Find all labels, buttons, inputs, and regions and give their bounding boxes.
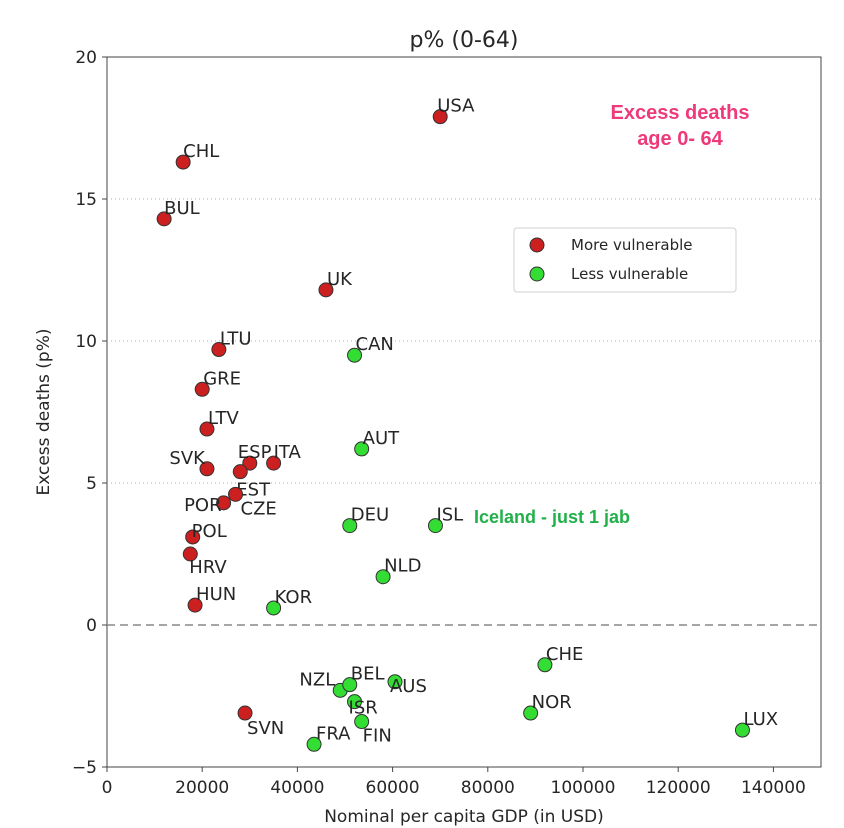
- point-label-fra: FRA: [316, 723, 351, 744]
- point-more-vulnerable-usa: [432, 109, 448, 125]
- excess-deaths-annotation: Excess deaths age 0- 64: [580, 100, 780, 152]
- point-label-aus: AUS: [390, 676, 427, 697]
- point-label-por: POR: [184, 495, 222, 516]
- y-tick-label: 5: [86, 474, 97, 494]
- y-tick-label: 15: [75, 190, 97, 210]
- point-more-vulnerable-uk: [318, 282, 334, 298]
- point-less-vulnerable-bel: [342, 677, 358, 693]
- point-more-vulnerable-por: [216, 495, 232, 511]
- point-label-hun: HUN: [196, 584, 236, 605]
- point-label-usa: USA: [437, 96, 475, 117]
- legend-marker-less-vulnerable: [529, 266, 545, 282]
- y-tick-label: 20: [75, 48, 97, 68]
- point-label-lux: LUX: [743, 709, 778, 730]
- point-more-vulnerable-svn: [237, 705, 253, 721]
- legend-box: [513, 227, 737, 293]
- iceland-annotation: Iceland - just 1 jab: [474, 507, 631, 527]
- point-label-nzl: NZL: [299, 669, 335, 690]
- point-label-cze: CZE: [241, 498, 277, 519]
- plot-frame: [106, 56, 822, 768]
- point-label-bel: BEL: [351, 664, 385, 685]
- point-less-vulnerable-nor: [523, 705, 539, 721]
- point-less-vulnerable-can: [347, 347, 363, 363]
- point-more-vulnerable-svk: [199, 461, 215, 477]
- point-label-bul: BUL: [164, 198, 200, 219]
- point-more-vulnerable-bul: [156, 211, 172, 227]
- legend: More vulnerable Less vulnerable: [513, 227, 737, 293]
- legend-marker-more-vulnerable: [529, 237, 545, 253]
- excess-deaths-line1: Excess deaths: [610, 102, 750, 124]
- point-label-can: CAN: [356, 334, 394, 355]
- point-more-vulnerable-hrv: [182, 546, 198, 562]
- point-label-fin: FIN: [363, 726, 392, 747]
- point-label-aut: AUT: [363, 428, 400, 449]
- point-less-vulnerable-kor: [266, 600, 282, 616]
- point-more-vulnerable-ltv: [199, 421, 215, 437]
- y-tick-label: −5: [72, 758, 97, 778]
- x-tick-label: 20000: [175, 778, 229, 798]
- legend-label-more-vulnerable: More vulnerable: [571, 236, 693, 254]
- point-label-hrv: HRV: [189, 557, 227, 578]
- point-more-vulnerable-hun: [187, 597, 203, 613]
- point-less-vulnerable-nld: [375, 569, 391, 585]
- point-less-vulnerable-aut: [354, 441, 370, 457]
- point-label-esp: ESP: [238, 442, 272, 463]
- y-axis-label: Excess deaths (p%): [34, 328, 54, 495]
- chart-title: p% (0-64): [410, 28, 519, 53]
- point-more-vulnerable-ltu: [211, 342, 227, 358]
- point-less-vulnerable-lux: [734, 722, 750, 738]
- point-less-vulnerable-fra: [306, 736, 322, 752]
- x-tick-label: 140000: [741, 778, 806, 798]
- point-label-ita: ITA: [274, 442, 302, 463]
- x-tick-label: 40000: [270, 778, 324, 798]
- point-less-vulnerable-che: [537, 657, 553, 673]
- point-label-chl: CHL: [183, 141, 219, 162]
- point-label-ltv: LTV: [208, 408, 240, 429]
- point-label-ltu: LTU: [220, 329, 252, 350]
- x-tick-label: 0: [102, 778, 113, 798]
- point-less-vulnerable-aus: [387, 674, 403, 690]
- excess-deaths-line2: age 0- 64: [637, 128, 723, 150]
- point-more-vulnerable-esp: [242, 455, 258, 471]
- point-label-deu: DEU: [351, 505, 389, 526]
- point-label-isl: ISL: [436, 505, 463, 526]
- point-less-vulnerable-isl: [427, 518, 443, 534]
- point-label-nor: NOR: [532, 692, 572, 713]
- point-less-vulnerable-fin: [354, 714, 370, 730]
- grid-lines: [107, 198, 821, 626]
- x-tick-label: 60000: [366, 778, 420, 798]
- point-label-svn: SVN: [247, 718, 284, 739]
- point-label-uk: UK: [327, 269, 353, 290]
- point-label-isr: ISR: [349, 698, 378, 719]
- point-more-vulnerable-ita: [266, 455, 282, 471]
- point-more-vulnerable-cze: [228, 486, 244, 502]
- axis-ticks: 0 20000 40000 60000 80000 100000 120000 140000 −…: [72, 48, 806, 798]
- y-tick-label: 10: [75, 332, 97, 352]
- x-axis-label: Nominal per capita GDP (in USD): [324, 807, 604, 827]
- y-tick-label: 0: [86, 616, 97, 636]
- point-less-vulnerable-deu: [342, 518, 358, 534]
- point-more-vulnerable-chl: [175, 154, 191, 170]
- x-tick-label: 120000: [646, 778, 711, 798]
- point-more-vulnerable-est: [232, 464, 248, 480]
- point-label-nld: NLD: [384, 556, 421, 577]
- point-label-che: CHE: [546, 644, 583, 665]
- x-tick-label: 100000: [551, 778, 616, 798]
- point-more-vulnerable-gre: [194, 381, 210, 397]
- point-more-vulnerable-pol: [185, 529, 201, 545]
- point-label-kor: KOR: [275, 587, 313, 608]
- point-label-gre: GRE: [203, 368, 241, 389]
- point-label-svk: SVK: [169, 448, 206, 469]
- x-tick-label: 80000: [461, 778, 515, 798]
- point-label-est: EST: [236, 480, 271, 501]
- legend-label-less-vulnerable: Less vulnerable: [571, 265, 688, 283]
- point-label-pol: POL: [192, 521, 227, 542]
- point-less-vulnerable-isr: [347, 694, 363, 710]
